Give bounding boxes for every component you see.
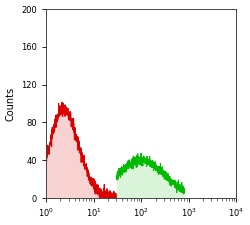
Y-axis label: Counts: Counts <box>6 86 16 121</box>
